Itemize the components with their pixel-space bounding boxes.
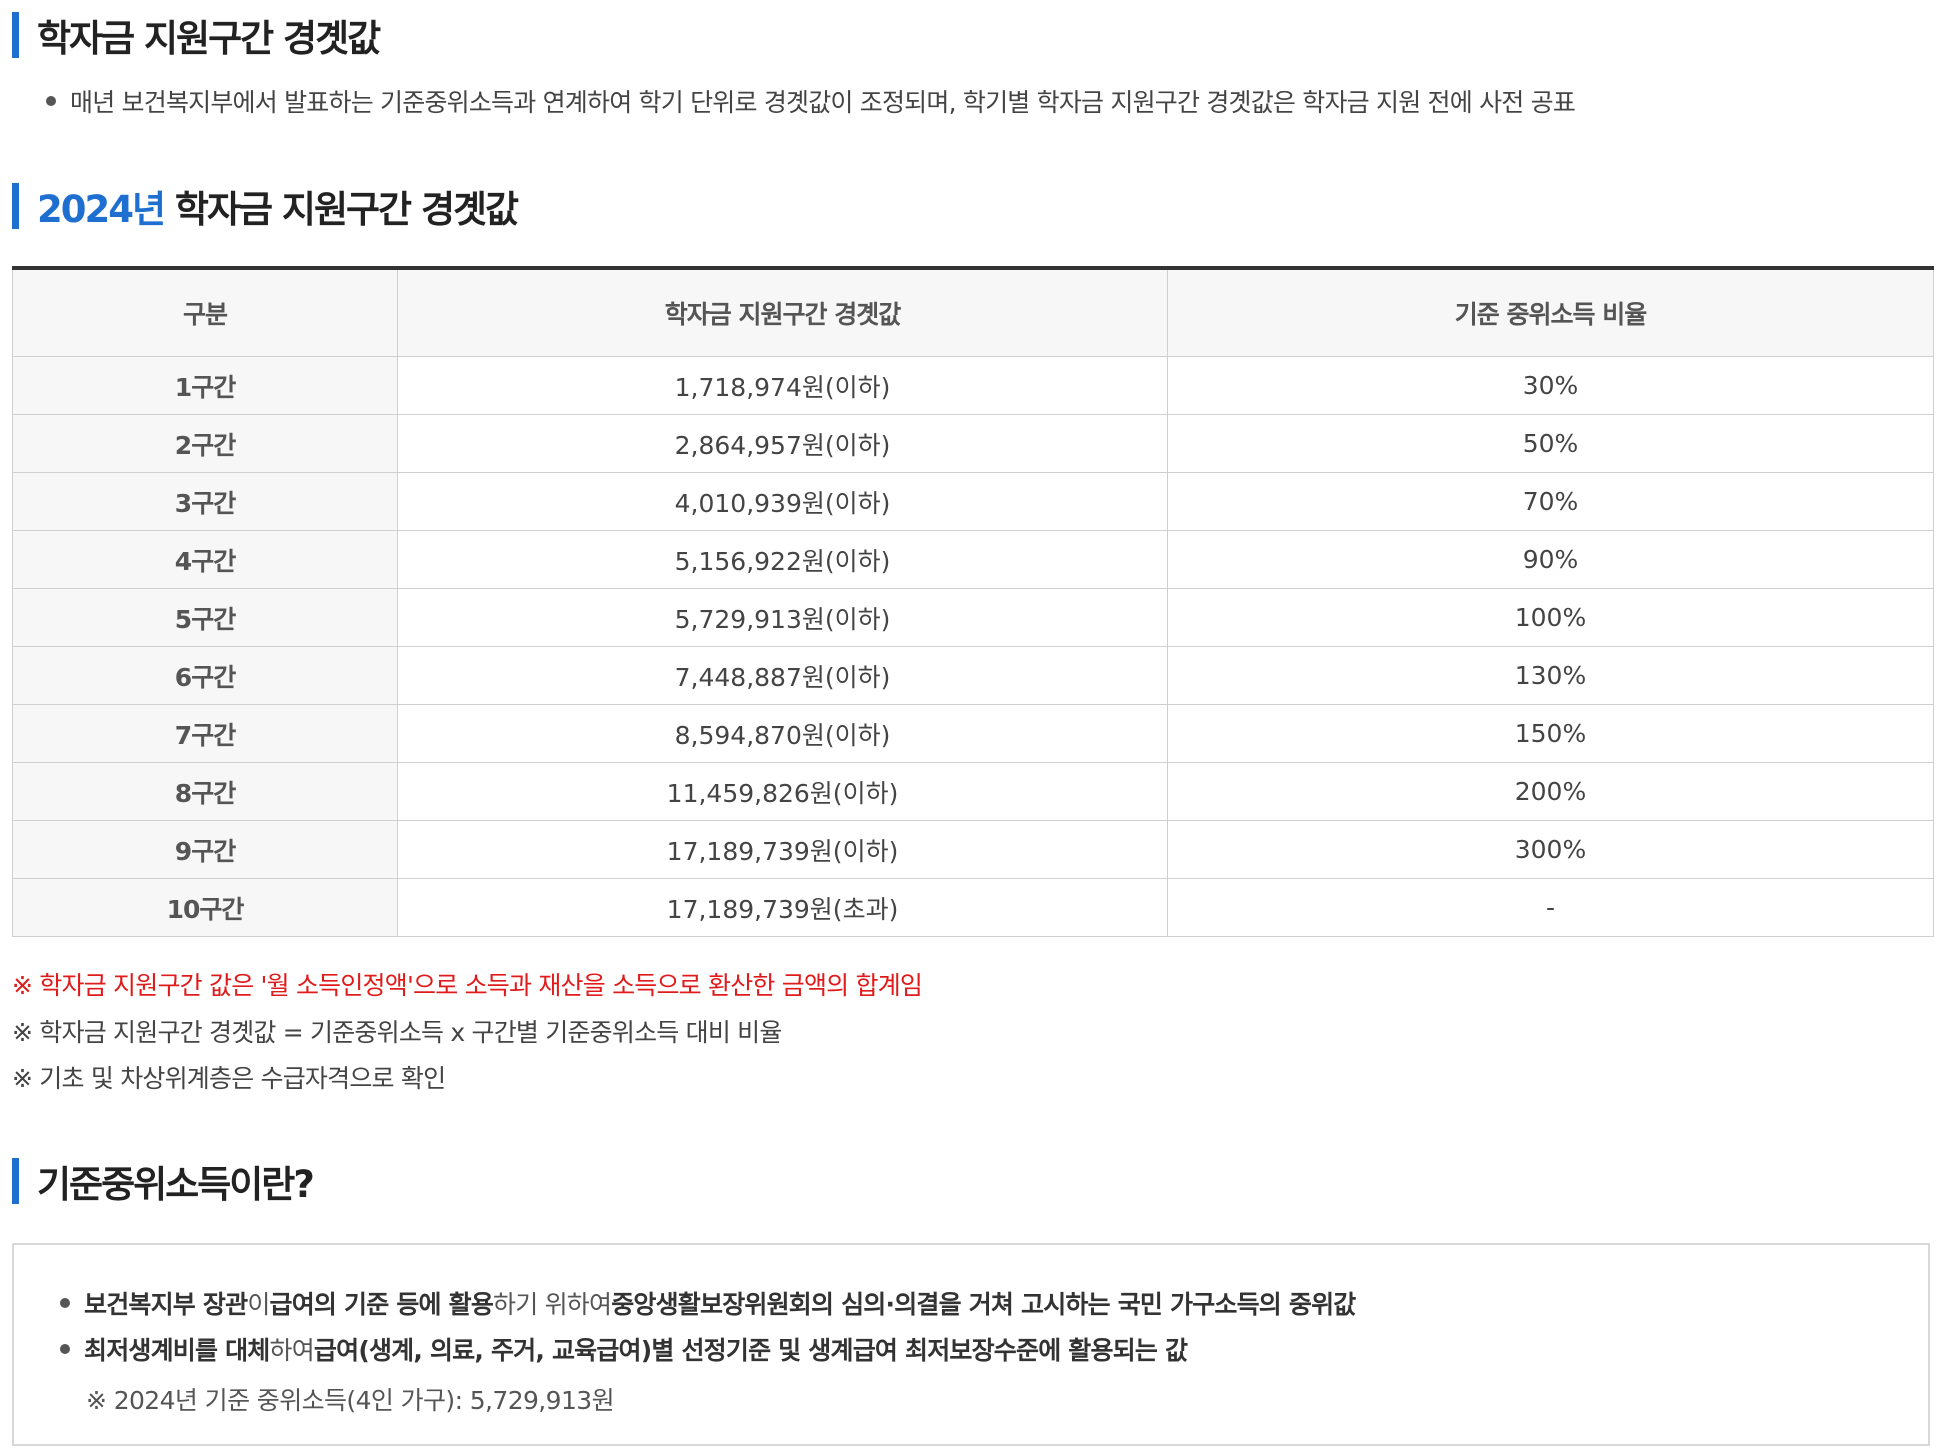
- title-rest: 학자금 지원구간 경곗값: [164, 188, 519, 231]
- median-ratio-cell: 300%: [1167, 820, 1934, 879]
- title-accent-bar: [12, 1158, 19, 1204]
- emphasis-text: 보건복지부 장관: [84, 1290, 248, 1319]
- median-ratio-cell: 50%: [1167, 414, 1934, 473]
- table-row: 9구간 17,189,739원(이하) 300%: [12, 820, 1934, 879]
- table-row: 5구간 5,729,913원(이하) 100%: [12, 588, 1934, 647]
- note-basic-livelihood: ※ 기초 및 차상위계층은 수급자격으로 확인: [12, 1064, 446, 1093]
- bracket-label-cell: 2구간: [12, 414, 398, 473]
- bracket-label-cell: 9구간: [12, 820, 398, 879]
- title-year: 2024년: [37, 188, 166, 231]
- threshold-value-cell: 17,189,739원(초과): [397, 878, 1168, 937]
- section-title: 기준중위소득이란?: [37, 1163, 315, 1206]
- description-text: 매년 보건복지부에서 발표하는 기준중위소득과 연계하여 학기 단위로 경곗값이…: [70, 88, 1576, 117]
- bracket-label-cell: 3구간: [12, 472, 398, 531]
- emphasis-text: 급여(생계, 의료, 주거, 교육급여)별 선정기준 및 생계급여 최저보장수준…: [313, 1336, 1188, 1365]
- threshold-value-cell: 2,864,957원(이하): [397, 414, 1168, 473]
- section-title-bracket-thresholds: 학자금 지원구간 경곗값: [12, 11, 381, 60]
- bracket-label-cell: 8구간: [12, 762, 398, 821]
- bracket-label-cell: 10구간: [12, 878, 398, 937]
- bullet-dot-icon: [60, 1298, 70, 1308]
- plain-text: 이: [247, 1290, 270, 1319]
- median-ratio-cell: 70%: [1167, 472, 1934, 531]
- title-accent-bar: [12, 183, 19, 229]
- threshold-value-cell: 17,189,739원(이하): [397, 820, 1168, 879]
- threshold-value-cell: 8,594,870원(이하): [397, 704, 1168, 763]
- threshold-value-cell: 1,718,974원(이하): [397, 356, 1168, 415]
- emphasis-text: 최저생계비를 대체: [84, 1336, 270, 1365]
- emphasis-text: 급여의 기준 등에 활용: [269, 1290, 494, 1319]
- table-row: 7구간 8,594,870원(이하) 150%: [12, 704, 1934, 763]
- plain-text: 하기 위하여: [493, 1290, 612, 1319]
- threshold-value-cell: 11,459,826원(이하): [397, 762, 1168, 821]
- bracket-label-cell: 7구간: [12, 704, 398, 763]
- median-income-sub-note: ※ 2024년 기준 중위소득(4인 가구): 5,729,913원: [86, 1386, 615, 1415]
- section-description: 매년 보건복지부에서 발표하는 기준중위소득과 연계하여 학기 단위로 경곗값이…: [46, 83, 1576, 119]
- bracket-label-cell: 1구간: [12, 356, 398, 415]
- table-row: 1구간 1,718,974원(이하) 30%: [12, 356, 1934, 415]
- table-header-row: 구분 학자금 지원구간 경곗값 기준 중위소득 비율: [12, 267, 1934, 357]
- column-header: 기준 중위소득 비율: [1167, 267, 1934, 357]
- median-ratio-cell: 130%: [1167, 646, 1934, 705]
- section-title-median-income: 기준중위소득이란?: [12, 1157, 315, 1206]
- threshold-value-cell: 4,010,939원(이하): [397, 472, 1168, 531]
- threshold-value-cell: 7,448,887원(이하): [397, 646, 1168, 705]
- table-row: 6구간 7,448,887원(이하) 130%: [12, 646, 1934, 705]
- table-row: 4구간 5,156,922원(이하) 90%: [12, 530, 1934, 589]
- bullet-dot-icon: [46, 96, 56, 106]
- plain-text: 하여: [269, 1336, 315, 1365]
- column-header: 구분: [12, 267, 398, 357]
- info-line-1: 보건복지부 장관 이 급여의 기준 등에 활용 하기 위하여 중앙생활보장위원회의 …: [60, 1285, 1356, 1321]
- table-row: 2구간 2,864,957원(이하) 50%: [12, 414, 1934, 473]
- median-ratio-cell: 100%: [1167, 588, 1934, 647]
- median-ratio-cell: 30%: [1167, 356, 1934, 415]
- bracket-label-cell: 5구간: [12, 588, 398, 647]
- section-title-2024-thresholds: 2024년 학자금 지원구간 경곗값: [12, 179, 519, 233]
- note-threshold-formula: ※ 학자금 지원구간 경곗값 = 기준중위소득 x 구간별 기준중위소득 대비 …: [12, 1018, 782, 1047]
- section-title: 학자금 지원구간 경곗값: [37, 17, 381, 60]
- info-line-2: 최저생계비를 대체 하여 급여(생계, 의료, 주거, 교육급여)별 선정기준 및…: [60, 1331, 1188, 1367]
- bracket-label-cell: 4구간: [12, 530, 398, 589]
- threshold-table: 구분 학자금 지원구간 경곗값 기준 중위소득 비율 1구간 1,718,974원…: [12, 266, 1934, 937]
- median-income-info-box: 보건복지부 장관 이 급여의 기준 등에 활용 하기 위하여 중앙생활보장위원회의 …: [12, 1243, 1930, 1446]
- median-ratio-cell: -: [1167, 878, 1934, 937]
- title-accent-bar: [12, 12, 19, 58]
- bullet-dot-icon: [60, 1344, 70, 1354]
- section-title: 2024년 학자금 지원구간 경곗값: [37, 179, 519, 233]
- threshold-value-cell: 5,156,922원(이하): [397, 530, 1168, 589]
- median-ratio-cell: 90%: [1167, 530, 1934, 589]
- emphasis-text: 중앙생활보장위원회의 심의·의결을 거쳐 고시하는 국민 가구소득의 중위값: [611, 1290, 1356, 1319]
- note-income-definition: ※ 학자금 지원구간 값은 '월 소득인정액'으로 소득과 재산을 소득으로 환…: [12, 971, 923, 1000]
- table-row: 8구간 11,459,826원(이하) 200%: [12, 762, 1934, 821]
- median-ratio-cell: 150%: [1167, 704, 1934, 763]
- table-row: 3구간 4,010,939원(이하) 70%: [12, 472, 1934, 531]
- column-header: 학자금 지원구간 경곗값: [397, 267, 1168, 357]
- bracket-label-cell: 6구간: [12, 646, 398, 705]
- threshold-value-cell: 5,729,913원(이하): [397, 588, 1168, 647]
- median-ratio-cell: 200%: [1167, 762, 1934, 821]
- table-row: 10구간 17,189,739원(초과) -: [12, 878, 1934, 937]
